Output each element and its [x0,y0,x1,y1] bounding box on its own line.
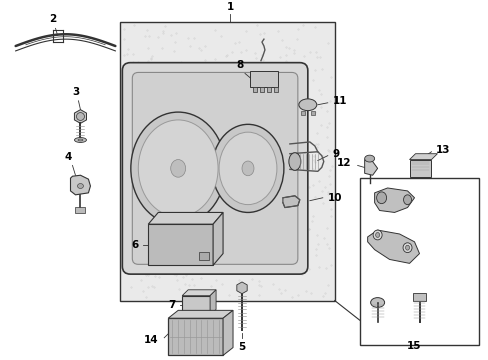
Polygon shape [408,154,437,159]
Text: 1: 1 [226,2,233,12]
Text: 10: 10 [327,193,342,203]
Bar [300,111,304,114]
Bar [273,87,277,92]
Bar [148,224,213,265]
Bar [182,296,210,315]
Polygon shape [223,310,233,355]
Text: 4: 4 [65,152,72,162]
Ellipse shape [138,120,218,217]
Bar [120,22,334,301]
Ellipse shape [219,132,276,204]
Polygon shape [364,159,377,175]
Bar [412,293,426,301]
Ellipse shape [74,138,86,143]
Text: 11: 11 [332,96,346,106]
Ellipse shape [372,230,381,240]
Ellipse shape [403,195,411,204]
Text: 5: 5 [238,342,245,352]
FancyBboxPatch shape [122,63,307,274]
Ellipse shape [77,184,83,188]
Bar [75,207,85,213]
Ellipse shape [76,113,84,120]
Polygon shape [182,290,216,296]
Ellipse shape [376,192,386,204]
Text: 14: 14 [143,335,158,345]
Text: 6: 6 [131,240,138,250]
Ellipse shape [364,155,374,162]
Text: 15: 15 [407,342,421,351]
Text: 3: 3 [72,87,79,97]
Bar [359,178,478,345]
Ellipse shape [242,161,253,176]
Ellipse shape [298,99,316,111]
Ellipse shape [405,245,408,250]
Ellipse shape [212,124,284,212]
Text: 2: 2 [49,14,56,24]
Ellipse shape [288,153,300,170]
Bar [168,318,223,355]
Ellipse shape [78,139,83,141]
Polygon shape [148,212,223,224]
Text: 8: 8 [236,60,243,71]
Polygon shape [213,212,223,265]
Polygon shape [283,196,299,208]
Bar [249,72,277,87]
Ellipse shape [131,112,225,225]
Bar [408,159,430,177]
Text: 9: 9 [332,149,339,159]
Bar [310,111,314,114]
Text: 13: 13 [435,145,449,155]
Bar [252,87,256,92]
Ellipse shape [170,159,185,177]
FancyBboxPatch shape [132,72,297,264]
Text: 12: 12 [337,158,351,168]
Polygon shape [168,310,233,318]
Bar [199,252,209,260]
Bar [260,87,264,92]
Ellipse shape [375,233,379,237]
Text: 7: 7 [167,301,175,310]
Polygon shape [210,290,216,315]
Bar [266,87,270,92]
Ellipse shape [370,298,384,307]
Polygon shape [70,175,90,195]
Polygon shape [374,188,414,212]
Ellipse shape [402,243,411,253]
Polygon shape [367,230,419,264]
